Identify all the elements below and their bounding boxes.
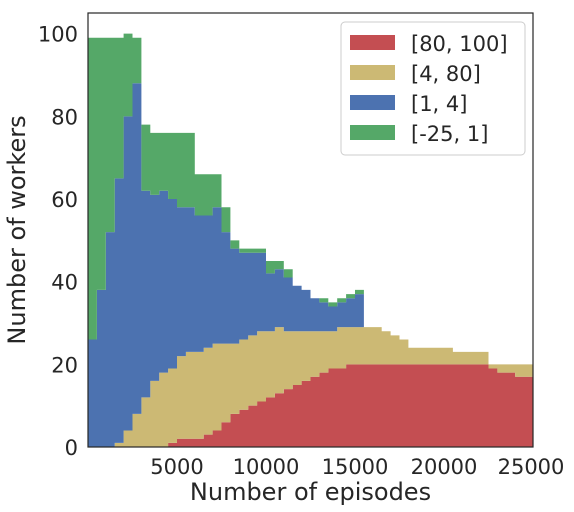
y-tick-label: 40	[51, 271, 78, 295]
y-tick-label: 0	[65, 436, 78, 460]
y-axis-ticks: 0 20 40 60 80 100	[38, 23, 78, 460]
legend-label: [1, 4]	[411, 92, 467, 116]
plot-areas	[88, 33, 533, 448]
legend-box	[340, 21, 526, 156]
legend-swatch	[350, 95, 395, 110]
plot-frame	[87, 12, 534, 448]
y-tick-label: 80	[51, 105, 78, 129]
x-axis-ticks: 5000 10000 15000 20000 25000	[150, 455, 564, 479]
x-tick-label: 20000	[411, 455, 478, 479]
x-tick-label: 25000	[498, 455, 565, 479]
legend-swatch	[350, 125, 395, 140]
legend: [80, 100] [4, 80] [1, 4] [-25, 1]	[340, 21, 526, 156]
legend-label: [-25, 1]	[411, 122, 488, 146]
area-series-1	[88, 364, 533, 447]
legend-swatch	[350, 35, 395, 50]
area-series-2	[88, 327, 533, 447]
y-tick-label: 20	[51, 353, 78, 377]
y-tick-label: 60	[51, 188, 78, 212]
area-series-3	[88, 83, 533, 448]
y-tick-label: 100	[38, 23, 78, 47]
legend-label: [80, 100]	[411, 32, 508, 56]
legend-label: [4, 80]	[411, 62, 481, 86]
x-tick-label: 10000	[233, 455, 300, 479]
area-series-4	[88, 33, 533, 365]
y-axis-label: Number of workers	[3, 115, 31, 344]
legend-swatch	[350, 65, 395, 80]
x-tick-label: 5000	[150, 455, 203, 479]
x-axis-label: Number of episodes	[190, 478, 431, 506]
x-tick-label: 15000	[322, 455, 389, 479]
